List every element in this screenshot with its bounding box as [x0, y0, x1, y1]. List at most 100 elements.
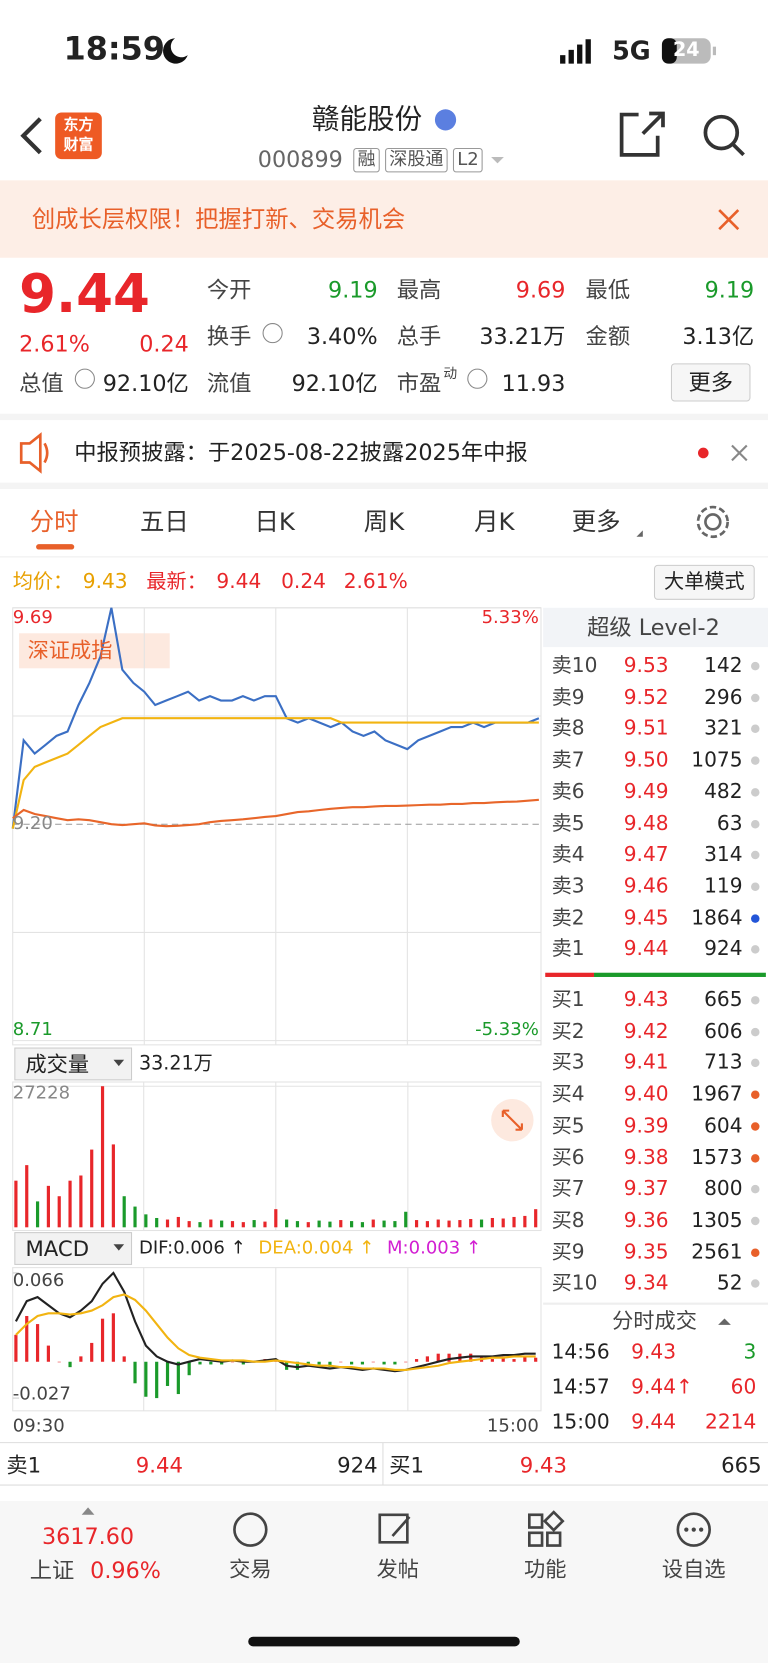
book-label: 卖3 [551, 874, 585, 898]
book-price: 9.47 [623, 842, 669, 867]
tab[interactable]: 五日 [140, 508, 189, 537]
book-label: 买8 [551, 1208, 585, 1232]
book-volume: 800 [704, 1177, 743, 1201]
panel-title[interactable]: MACD [25, 1235, 90, 1262]
book-dot [751, 1122, 760, 1131]
book-volume: 713 [704, 1051, 743, 1075]
overlay-label[interactable]: 深证成指 [27, 637, 113, 663]
stat-label: 今开 [206, 277, 252, 303]
macd-bar [14, 1334, 18, 1362]
macd-bar [111, 1313, 115, 1362]
bottom-volume: 665 [721, 1452, 762, 1478]
macd-bar [144, 1361, 148, 1397]
macd-bar [501, 1356, 505, 1362]
status-network: 5G [612, 36, 651, 66]
stat-value: 9.69 [515, 277, 566, 303]
stat-label: 流值 [206, 370, 252, 397]
stock-tag: 融 [353, 147, 380, 173]
volume-bar [144, 1214, 148, 1228]
volume-bar [404, 1211, 408, 1228]
book-price: 9.41 [623, 1051, 669, 1075]
stat-label: 换手 [206, 324, 252, 350]
nav-item[interactable]: 发帖 [376, 1556, 420, 1582]
bottom-volume: 924 [337, 1452, 378, 1478]
macd-bar [328, 1361, 332, 1368]
book-volume: 296 [704, 685, 743, 709]
stock-code: 000899 [257, 146, 343, 173]
book-volume: 1573 [691, 1145, 743, 1169]
book-dot [751, 819, 760, 828]
volume-bar [458, 1220, 462, 1228]
more-button[interactable]: 更多 [688, 369, 733, 396]
macd-bar [133, 1361, 137, 1384]
last-price: 9.44 [19, 263, 150, 325]
y2-tick-label: 5.33% [481, 607, 539, 629]
panel-title[interactable]: 成交量 [25, 1051, 90, 1077]
macd-bar [490, 1359, 494, 1362]
book-volume: 1864 [691, 905, 743, 930]
macd-bar [425, 1356, 429, 1362]
volume-bar [111, 1144, 115, 1228]
macd-bar [90, 1342, 94, 1362]
volume-bar [328, 1221, 332, 1228]
book-dot [751, 787, 760, 797]
macd-bar [25, 1315, 29, 1362]
nav-item[interactable]: 设自选 [661, 1556, 726, 1582]
book-price: 9.40 [623, 1082, 669, 1106]
volume-bar [382, 1220, 386, 1228]
stat-value: 92.10亿 [291, 370, 378, 397]
volume-bar [414, 1220, 419, 1228]
price-line [11, 607, 540, 829]
stat-value: 3.40% [306, 324, 378, 350]
info-change: 0.24 [281, 570, 326, 594]
nav-item[interactable]: 功能 [524, 1556, 567, 1582]
index-name: 上证 [29, 1557, 75, 1584]
trades-title[interactable]: 分时成交 [612, 1307, 697, 1334]
book-volume: 604 [704, 1114, 743, 1138]
book-price: 9.43 [623, 988, 669, 1012]
mode-button[interactable]: 大单模式 [664, 570, 745, 594]
macd-bar [306, 1361, 310, 1365]
book-label: 卖10 [551, 653, 598, 678]
book-price: 9.42 [623, 1019, 669, 1043]
bottom-price: 9.43 [519, 1452, 568, 1478]
tab[interactable]: 分时 [29, 508, 79, 537]
macd-bar [404, 1361, 408, 1363]
book-volume: 606 [704, 1019, 743, 1043]
volume-bar [209, 1219, 213, 1228]
macd-bar [220, 1361, 224, 1365]
stat-label: 金额 [585, 324, 631, 350]
volume-bar [46, 1185, 50, 1228]
stat-value: 11.93 [501, 370, 566, 397]
book-label: 买6 [551, 1145, 585, 1169]
x-tick-label: 09:30 [12, 1415, 65, 1437]
volume-bar [241, 1222, 245, 1228]
trade-price: 9.44↑ [631, 1375, 693, 1399]
macd-bar [360, 1361, 365, 1365]
book-dot [751, 756, 760, 765]
tab[interactable]: 月K [474, 508, 515, 537]
book-label: 卖6 [551, 779, 585, 804]
book-volume: 924 [704, 937, 743, 961]
banner-text[interactable]: 创成长层权限！把握打新、交易机会 [31, 206, 406, 234]
volume-bar [490, 1217, 494, 1228]
macd-bar [122, 1356, 126, 1362]
bottom-label: 卖1 [6, 1452, 42, 1478]
book-volume: 2561 [691, 1240, 743, 1264]
notice-text[interactable]: 中报预披露：于2025-08-22披露2025年中报 [74, 439, 528, 466]
volume-bar [79, 1175, 83, 1228]
indicator: DEA:0.004 ↑ [258, 1237, 375, 1259]
macd-bar [512, 1359, 516, 1362]
volume-bar [523, 1215, 527, 1228]
logo-text: 财富 [63, 136, 94, 154]
tab[interactable]: 日K [254, 508, 295, 537]
tab[interactable]: 周K [363, 508, 405, 537]
trade-time: 14:57 [551, 1375, 610, 1399]
y-tick-label: 0.066 [12, 1270, 65, 1292]
macd-bar [241, 1361, 245, 1365]
nav-item[interactable]: 交易 [229, 1556, 272, 1582]
book-label: 卖8 [551, 716, 585, 741]
tab[interactable]: 更多 [571, 508, 621, 537]
